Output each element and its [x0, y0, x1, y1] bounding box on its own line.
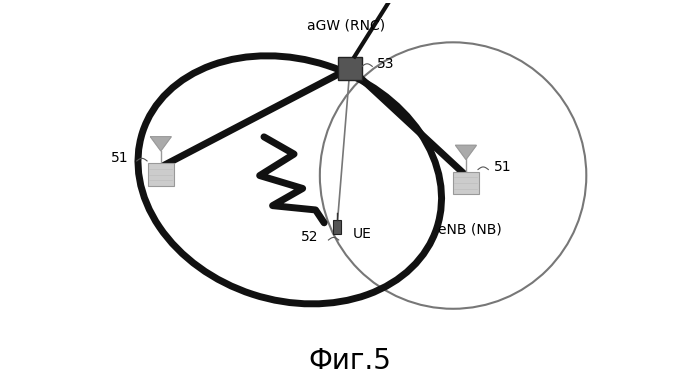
Bar [147, 163, 174, 186]
Text: 51: 51 [493, 160, 511, 174]
Bar [333, 220, 341, 234]
Polygon shape [456, 145, 477, 159]
Text: Фиг.5: Фиг.5 [308, 347, 391, 376]
Text: 52: 52 [301, 230, 318, 244]
Polygon shape [150, 137, 171, 151]
Text: UE: UE [352, 227, 371, 241]
Text: eNB (NB): eNB (NB) [438, 223, 502, 237]
Text: aGW (RNC): aGW (RNC) [307, 18, 384, 32]
Bar [338, 56, 361, 80]
Bar [453, 172, 480, 194]
Text: 53: 53 [377, 57, 395, 71]
Text: 51: 51 [110, 152, 128, 165]
